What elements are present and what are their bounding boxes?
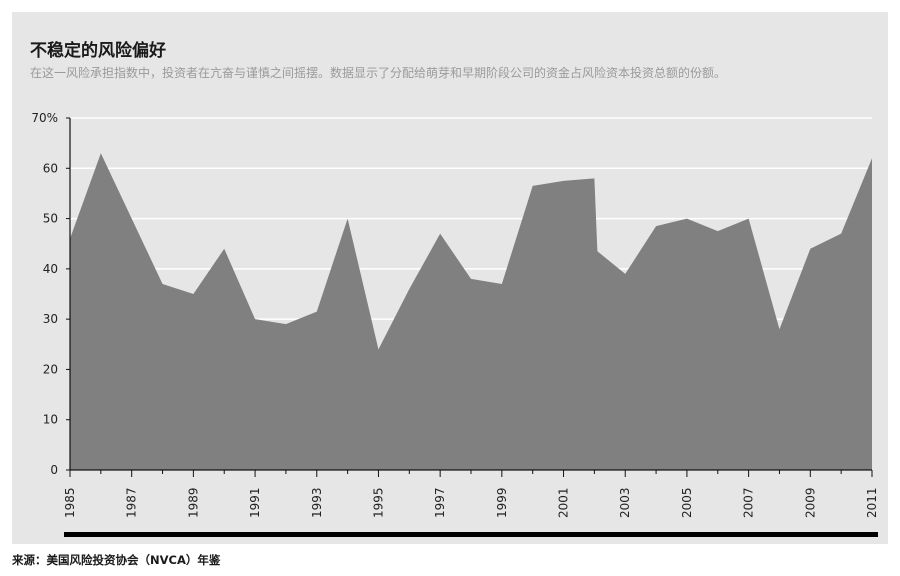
area-series — [70, 153, 872, 470]
x-tick-label: 1985 — [63, 487, 77, 518]
x-tick-label: 2003 — [618, 487, 632, 518]
y-tick-label: 60 — [43, 161, 58, 175]
y-tick-label: 50 — [43, 212, 58, 226]
y-tick-label: 30 — [43, 312, 58, 326]
y-tick-label: 0 — [50, 463, 58, 477]
x-tick-label: 2007 — [742, 487, 756, 518]
x-tick-label: 2011 — [865, 487, 879, 518]
x-tick-label: 2009 — [803, 487, 817, 518]
y-tick-label: 40 — [43, 262, 58, 276]
y-tick-label: 20 — [43, 362, 58, 376]
x-tick-label: 1999 — [495, 487, 509, 518]
x-tick-label: 1987 — [125, 487, 139, 518]
x-tick-label: 1997 — [433, 487, 447, 518]
y-tick-label: 10 — [43, 413, 58, 427]
x-tick-label: 1995 — [371, 487, 385, 518]
x-tick-label: 1991 — [248, 487, 262, 518]
x-tick-label: 1993 — [310, 487, 324, 518]
source-note: 来源：美国风险投资协会（NVCA）年鉴 — [12, 553, 221, 567]
y-tick-label: 70% — [31, 111, 58, 125]
bottom-rule — [64, 532, 878, 537]
chart-subtitle: 在这一风险承担指数中，投资者在亢奋与谨慎之间摇摆。数据显示了分配给萌芽和早期阶段… — [30, 66, 727, 80]
chart-title: 不稳定的风险偏好 — [30, 41, 166, 61]
x-tick-label: 1989 — [186, 487, 200, 518]
axes — [66, 117, 873, 477]
x-tick-label: 2001 — [557, 487, 571, 518]
y-tick-labels: 0 10 20 30 40 50 60 70% — [31, 111, 58, 477]
x-tick-labels: 1985 1987 1989 1991 1993 1995 1997 1999 2001 2003… — [63, 487, 879, 518]
x-tick-label: 2005 — [680, 487, 694, 518]
